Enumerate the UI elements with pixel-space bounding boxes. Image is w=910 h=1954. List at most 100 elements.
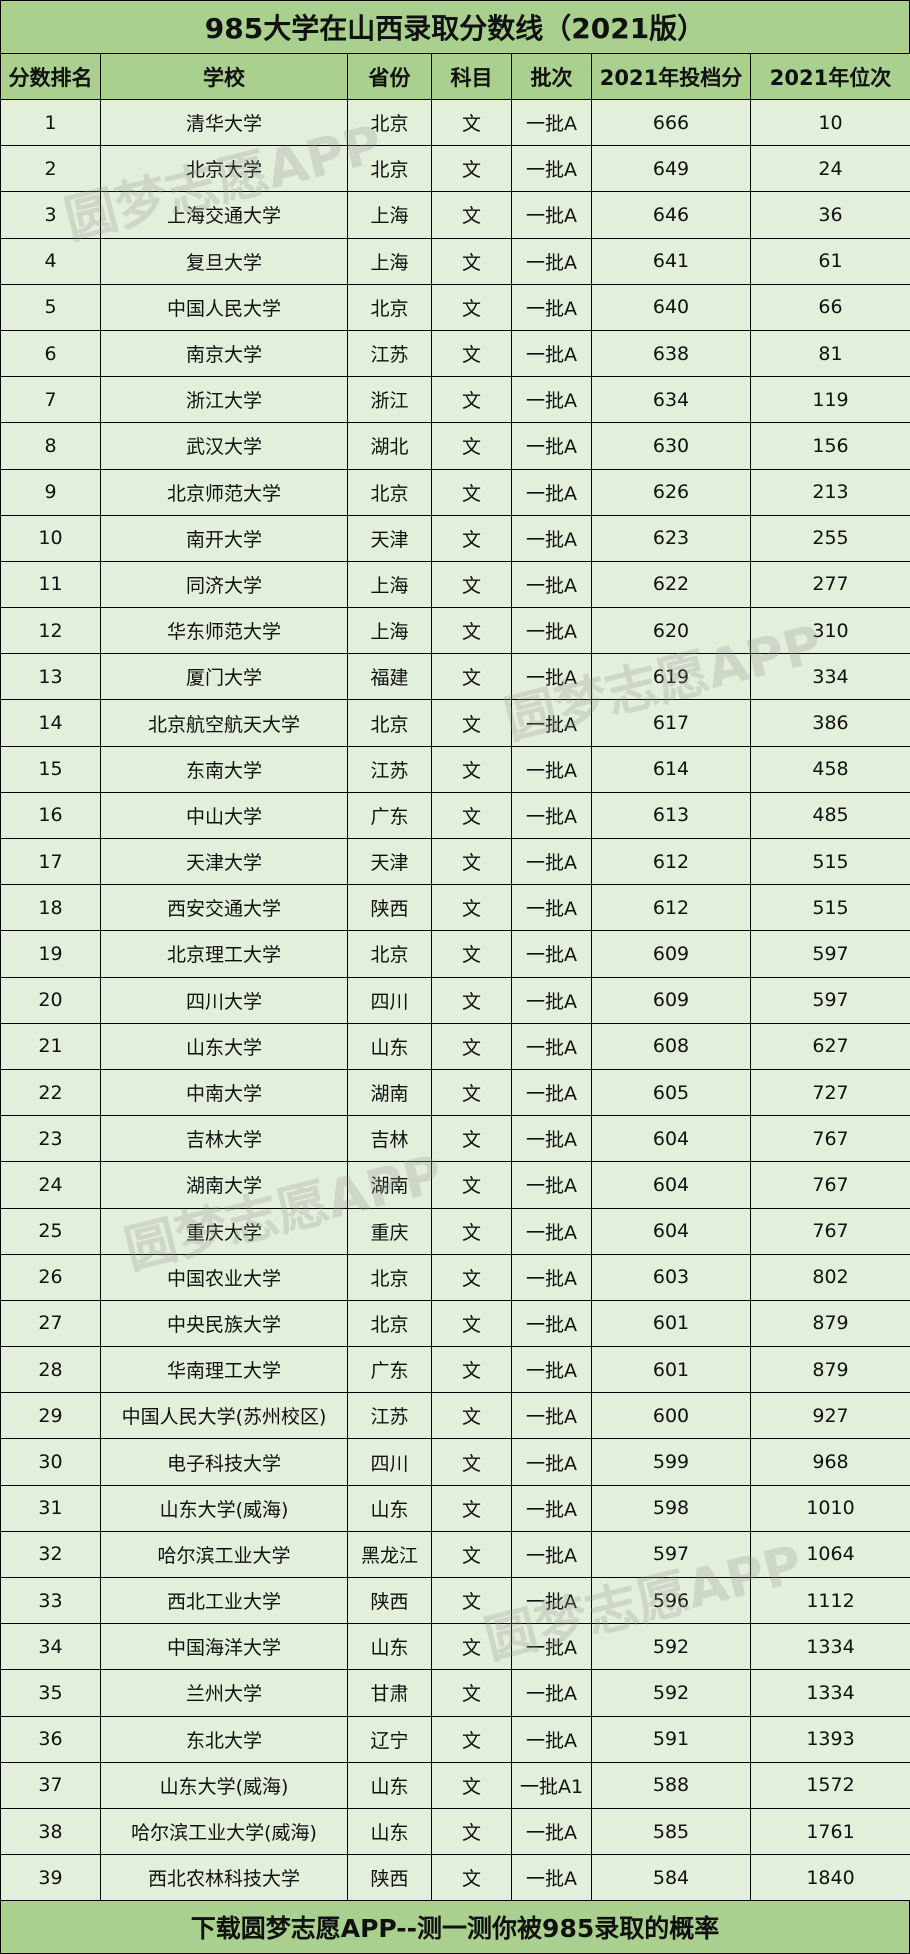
cell-rank: 18	[0, 884, 101, 932]
cell-province: 上海	[347, 560, 432, 609]
cell-rank: 23	[0, 1115, 101, 1163]
cell-score: 604	[591, 1161, 751, 1209]
cell-position: 61	[750, 237, 910, 285]
cell-rank: 7	[0, 376, 101, 424]
cell-position: 36	[750, 191, 910, 239]
cell-subject: 文	[431, 283, 512, 331]
cell-position: 597	[750, 930, 910, 978]
cell-subject: 文	[431, 1346, 512, 1394]
cell-batch: 一批A	[511, 1623, 592, 1671]
footer-banner[interactable]: 下载圆梦志愿APP--测一测你被985录取的概率	[0, 1900, 910, 1954]
column-header-school: 学校	[100, 53, 348, 100]
cell-batch: 一批A	[511, 884, 592, 932]
table-row: 17 天津大学 天津文一批A 612 515	[0, 837, 910, 886]
cell-position: 485	[750, 791, 910, 840]
cell-batch: 一批A	[511, 699, 592, 747]
cell-subject: 文	[431, 376, 512, 424]
cell-batch: 一批A	[511, 1484, 592, 1532]
cell-score: 598	[591, 1484, 751, 1532]
cell-rank: 15	[0, 745, 101, 793]
cell-position: 1572	[750, 1761, 910, 1809]
column-header-subject: 科目	[431, 53, 512, 100]
cell-score: 641	[591, 237, 751, 285]
cell-province: 上海	[347, 237, 432, 285]
cell-province: 湖南	[347, 1068, 432, 1117]
cell-rank: 12	[0, 607, 101, 655]
table-row: 14 北京航空航天大学 北京文一批A 617 386	[0, 699, 910, 747]
cell-position: 1393	[750, 1715, 910, 1763]
cell-subject: 文	[431, 976, 512, 1024]
cell-school: 武汉大学	[100, 422, 348, 470]
column-header-province: 省份	[347, 53, 432, 100]
cell-rank: 10	[0, 514, 101, 562]
cell-position: 879	[750, 1299, 910, 1348]
cell-batch: 一批A	[511, 791, 592, 840]
cell-province: 天津	[347, 837, 432, 886]
cell-school: 山东大学(威海)	[100, 1761, 348, 1809]
cell-rank: 1	[0, 98, 101, 147]
cell-province: 江苏	[347, 329, 432, 378]
cell-province: 陕西	[347, 1576, 432, 1625]
cell-subject: 文	[431, 1299, 512, 1348]
cell-rank: 6	[0, 329, 101, 378]
cell-school: 哈尔滨工业大学(威海)	[100, 1807, 348, 1856]
cell-rank: 37	[0, 1761, 101, 1809]
cell-school: 北京大学	[100, 145, 348, 193]
cell-province: 上海	[347, 191, 432, 239]
column-header-batch: 批次	[511, 53, 592, 100]
cell-subject: 文	[431, 237, 512, 285]
cell-school: 哈尔滨工业大学	[100, 1530, 348, 1579]
cell-school: 西北工业大学	[100, 1576, 348, 1625]
cell-batch: 一批A	[511, 1022, 592, 1070]
cell-rank: 20	[0, 976, 101, 1024]
cell-subject: 文	[431, 884, 512, 932]
table-row: 26 中国农业大学 北京文一批A 603 802	[0, 1253, 910, 1301]
cell-score: 604	[591, 1115, 751, 1163]
cell-position: 334	[750, 653, 910, 701]
cell-score: 592	[591, 1623, 751, 1671]
table-row: 33 西北工业大学 陕西文一批A 596 1112	[0, 1576, 910, 1625]
table-row: 5 中国人民大学 北京文一批A 640 66	[0, 283, 910, 331]
cell-batch: 一批A	[511, 283, 592, 331]
cell-province: 北京	[347, 699, 432, 747]
cell-subject: 文	[431, 145, 512, 193]
cell-score: 604	[591, 1207, 751, 1255]
cell-subject: 文	[431, 1715, 512, 1763]
cell-rank: 25	[0, 1207, 101, 1255]
cell-subject: 文	[431, 1484, 512, 1532]
cell-batch: 一批A	[511, 1669, 592, 1717]
cell-school: 电子科技大学	[100, 1438, 348, 1486]
cell-subject: 文	[431, 837, 512, 886]
cell-score: 649	[591, 145, 751, 193]
cell-position: 1010	[750, 1484, 910, 1532]
cell-position: 927	[750, 1392, 910, 1440]
cell-province: 山东	[347, 1761, 432, 1809]
cell-rank: 29	[0, 1392, 101, 1440]
cell-rank: 26	[0, 1253, 101, 1301]
cell-school: 中南大学	[100, 1068, 348, 1117]
table-row: 16 中山大学 广东文一批A 613 485	[0, 791, 910, 840]
cell-batch: 一批A	[511, 1161, 592, 1209]
cell-rank: 32	[0, 1530, 101, 1579]
cell-batch: 一批A	[511, 653, 592, 701]
cell-province: 天津	[347, 514, 432, 562]
cell-score: 601	[591, 1346, 751, 1394]
table-row: 29 中国人民大学(苏州校区) 江苏文一批A 600 927	[0, 1392, 910, 1440]
cell-score: 584	[591, 1854, 751, 1902]
cell-school: 浙江大学	[100, 376, 348, 424]
table-row: 38 哈尔滨工业大学(威海) 山东文一批A 585 1761	[0, 1807, 910, 1856]
cell-school: 厦门大学	[100, 653, 348, 701]
cell-school: 同济大学	[100, 560, 348, 609]
cell-position: 879	[750, 1346, 910, 1394]
table-row: 7 浙江大学 浙江文一批A 634 119	[0, 376, 910, 424]
cell-batch: 一批A	[511, 1253, 592, 1301]
cell-subject: 文	[431, 1530, 512, 1579]
table-row: 11 同济大学 上海文一批A 622 277	[0, 560, 910, 609]
cell-rank: 22	[0, 1068, 101, 1117]
cell-school: 华南理工大学	[100, 1346, 348, 1394]
table-row: 39 西北农林科技大学 陕西文一批A 584 1840	[0, 1854, 910, 1902]
cell-batch: 一批A	[511, 1299, 592, 1348]
cell-rank: 8	[0, 422, 101, 470]
cell-school: 上海交通大学	[100, 191, 348, 239]
table-row: 22 中南大学 湖南文一批A 605 727	[0, 1068, 910, 1117]
